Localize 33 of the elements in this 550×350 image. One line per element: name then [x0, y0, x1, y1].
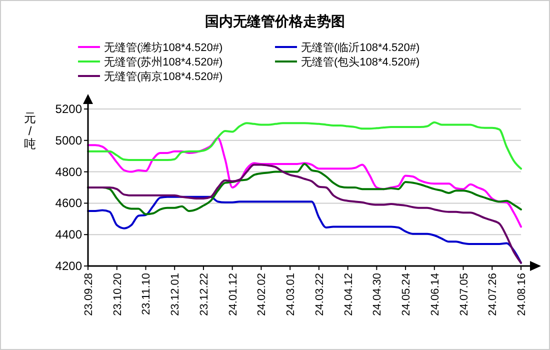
x-tick-label: 23.09.28	[83, 273, 95, 316]
line-series	[87, 164, 522, 264]
y-axis-title: 元/吨	[24, 111, 36, 151]
x-tick-label: 24.07.05	[458, 273, 470, 316]
x-tick-label: 24.07.26	[487, 273, 500, 316]
x-tick-label: 24.04.30	[372, 273, 384, 316]
chart-title: 国内无缝管价格走势图	[205, 13, 345, 29]
x-tick-label: 23.10.20	[112, 273, 124, 316]
y-tick-label: 5000	[55, 133, 82, 148]
line-series	[87, 121, 522, 170]
line-series	[87, 196, 522, 264]
y-tick-label: 4200	[55, 259, 82, 273]
legend-label: 无缝管(包头108*4.520#)	[301, 56, 420, 68]
legend-label: 无缝管(临沂108*4.520#)	[301, 41, 420, 54]
x-tick-label: 23.12.22	[198, 273, 210, 316]
y-tick-label: 5200	[55, 102, 82, 116]
x-tick-label: 23.11.10	[140, 273, 153, 316]
legend-label: 无缝管(潍坊108*4.520#)	[104, 41, 223, 54]
x-tick-label: 24.03.22	[314, 273, 326, 316]
x-tick-label: 24.06.14	[429, 273, 442, 316]
x-tick-label: 24.04.12	[342, 273, 355, 316]
y-tick-label: 4400	[55, 228, 82, 242]
x-tick-label: 23.12.01	[170, 273, 182, 316]
legend-label: 无缝管(南京108*4.520#)	[104, 70, 223, 83]
legend-label: 无缝管(苏州108*4.520#)	[104, 56, 223, 68]
x-tick-label: 24.08.16	[516, 273, 528, 316]
x-tick-label: 24.05.24	[400, 273, 413, 316]
y-tick-label: 4800	[55, 164, 82, 179]
x-tick-label: 24.02.02	[256, 273, 268, 316]
x-tick-label: 24.03.01	[285, 273, 298, 316]
line-series	[87, 137, 522, 228]
x-tick-label: 24.01.12	[227, 273, 240, 316]
y-tick-label: 4600	[55, 196, 82, 210]
